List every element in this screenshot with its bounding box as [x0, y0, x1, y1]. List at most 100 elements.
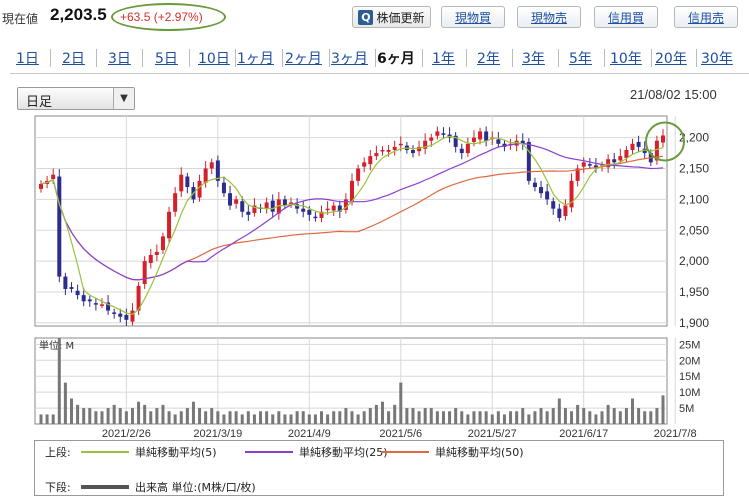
volume-bar [350, 411, 354, 424]
candle-body [289, 202, 294, 204]
current-price-label: 現在値 [2, 12, 39, 26]
volume-tick-label: 20M [679, 355, 700, 367]
candle-body [87, 299, 92, 302]
volume-bar [618, 411, 622, 424]
candle-body [362, 162, 367, 167]
candle-body [179, 174, 184, 192]
candle-body [380, 149, 385, 152]
candle-body [203, 168, 208, 183]
candle-body [539, 187, 544, 194]
volume-bar [649, 411, 653, 424]
tab-6m[interactable]: 6ヶ月 [377, 51, 415, 67]
volume-bar [637, 408, 641, 424]
volume-bar [179, 411, 183, 424]
legend-ma50-label: 単純移動平均(50) [435, 446, 524, 459]
volume-bar [387, 411, 391, 424]
cash-sell-button[interactable]: 現物売 [517, 6, 581, 28]
volume-bar [393, 404, 397, 424]
x-tick-label: 2021/3/19 [193, 428, 242, 440]
volume-bar [228, 411, 232, 424]
tab-2d[interactable]: 2日 [62, 51, 85, 67]
tab-5y[interactable]: 5年 [569, 51, 592, 67]
x-tick-label: 2021/6/17 [559, 428, 608, 440]
volume-bar [594, 414, 598, 424]
volume-bar [551, 408, 555, 424]
ma5-line [40, 135, 664, 315]
candle-body [636, 141, 641, 147]
volume-tick-label: 25M [679, 339, 700, 351]
volume-bar [521, 408, 525, 424]
candle-body [234, 199, 239, 204]
candle-body [276, 199, 281, 214]
candle-body [106, 302, 111, 311]
tab-10y[interactable]: 10年 [610, 51, 642, 67]
cash-buy-button[interactable]: 現物買 [441, 6, 505, 28]
volume-bar [283, 414, 287, 424]
volume-bar [417, 411, 421, 424]
x-tick-label: 2021/2/26 [102, 428, 151, 440]
tab-30y[interactable]: 30年 [701, 51, 733, 67]
legend-ma50-swatch [381, 451, 429, 453]
volume-bar [112, 404, 116, 424]
volume-bar [313, 414, 317, 424]
candle-body [246, 211, 251, 215]
volume-bar [576, 404, 580, 424]
tab-1d[interactable]: 1日 [16, 51, 39, 67]
volume-tick-label: 10M [679, 387, 700, 399]
candle-body [630, 143, 635, 150]
refresh-price-button[interactable]: Q 株価更新 [352, 6, 431, 28]
candle-body [154, 251, 159, 255]
volume-bar [155, 408, 159, 424]
legend-ma5-swatch [81, 451, 129, 453]
volume-bar [320, 411, 324, 424]
volume-bar [515, 411, 519, 424]
x-tick-label: 2021/4/9 [288, 428, 331, 440]
tab-3m[interactable]: 3ヶ月 [331, 51, 368, 67]
tab-1m[interactable]: 1ヶ月 [237, 51, 274, 67]
volume-bar [423, 408, 427, 424]
volume-bar [624, 408, 628, 424]
candle-body [398, 143, 403, 146]
volume-bar [631, 398, 635, 424]
chart-legend: 上段: 単純移動平均(5) 単純移動平均(25) 単純移動平均(50) 下段: … [34, 440, 724, 496]
volume-bar [606, 404, 610, 424]
x-tick-label: 2021/5/6 [379, 428, 422, 440]
margin-sell-button[interactable]: 信用売 [674, 6, 738, 28]
candle-body [63, 276, 68, 289]
volume-bar [399, 382, 403, 424]
tab-3y[interactable]: 3年 [522, 51, 545, 67]
price-tick-label: 2,100 [679, 192, 709, 206]
candle-body [661, 135, 665, 143]
period-tabs: 1日 2日 3日 5日 10日 1ヶ月 2ヶ月 3ヶ月 6ヶ月 1年 2年 3年… [10, 44, 749, 74]
volume-bar [289, 414, 293, 424]
tab-5d[interactable]: 5日 [155, 51, 178, 67]
period-select[interactable]: 日足 ▼ [17, 87, 135, 110]
tab-1y[interactable]: 1年 [432, 51, 455, 67]
legend-ma50: 単純移動平均(50) [381, 444, 524, 460]
candle-body [545, 191, 550, 200]
volume-bar [509, 411, 513, 424]
margin-buy-button[interactable]: 信用買 [594, 6, 658, 28]
price-tick-label: 2,200 [679, 131, 709, 145]
tab-2y[interactable]: 2年 [477, 51, 500, 67]
candle-body [465, 143, 470, 154]
candle-body [642, 148, 647, 154]
volume-bar [527, 414, 531, 424]
volume-bar [454, 408, 458, 424]
tab-10d[interactable]: 10日 [198, 51, 230, 67]
volume-bar [94, 411, 98, 424]
price-panel [34, 115, 668, 327]
tab-3d[interactable]: 3日 [108, 51, 131, 67]
candle-body [484, 131, 489, 141]
tab-20y[interactable]: 20年 [655, 51, 687, 67]
legend-ma25: 単純移動平均(25) [245, 444, 388, 460]
volume-bar [204, 411, 208, 424]
volume-bar [173, 414, 177, 424]
tab-2m[interactable]: 2ヶ月 [285, 51, 322, 67]
volume-bar [124, 411, 128, 424]
volume-bar [295, 411, 299, 424]
candle-body [429, 137, 434, 141]
candle-body [99, 304, 104, 306]
volume-bar [271, 414, 275, 424]
volume-bar [149, 411, 153, 424]
